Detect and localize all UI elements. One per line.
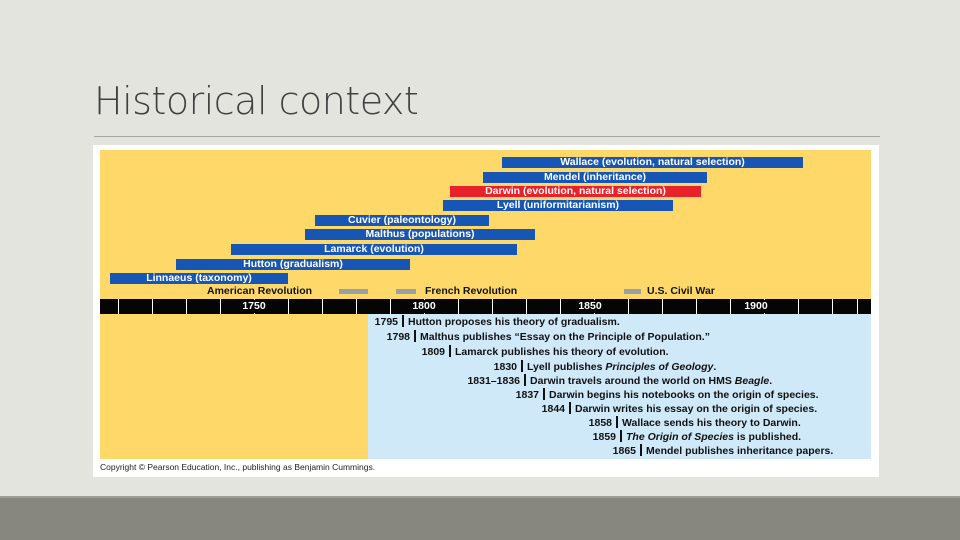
entry-1844: 1844 Darwin writes his essay on the origi… [300,402,817,416]
entry-1837: 1837 Darwin begins his notebooks on the o… [300,388,819,402]
axis-tick [322,299,323,314]
axis-tick [560,299,561,314]
event-mark-french-revolution [396,289,416,294]
entry-year: 1859 [592,431,616,443]
entry-text-post: is published. [733,431,802,443]
copyright-notice: Copyright © Pearson Education, Inc., pub… [100,462,376,472]
axis-tick [390,299,391,314]
entry-year: 1831–1836 [467,375,520,387]
entry-year: 1830 [493,361,517,373]
entry-text: Malthus publishes “Essay on the Principl… [420,331,710,343]
entry-1831-1836: 1831–1836 Darwin travels around the world… [300,374,772,388]
entry-year: 1844 [541,403,565,415]
entry-year: 1795 [374,316,398,328]
axis-tick [186,299,187,314]
axis-tick [857,299,858,314]
slide-title: Historical context [94,79,419,123]
axis-tick [832,299,833,314]
entry-year: 1865 [612,445,636,457]
entry-text-italic: Beagle [734,375,770,387]
bar-cuvier: Cuvier (paleontology) [315,215,489,226]
events-panel [368,314,871,459]
entry-text: Darwin begins his notebooks on the origi… [549,389,819,401]
event-french-revolution: French Revolution [425,285,518,297]
entry-1865: 1865 Mendel publishes inheritance papers. [300,444,833,458]
entry-1859: 1859 The Origin of Species is published. [300,430,801,444]
bar-mendel: Mendel (inheritance) [483,172,707,183]
axis-tick [152,299,153,314]
bar-hutton: Hutton (gradualism) [176,259,410,270]
axis-label-1750: 1750 [238,300,270,313]
entry-text-italic: Principles of Geology [605,361,714,373]
entry-year: 1809 [421,346,445,358]
time-axis: 1750 1800 1850 1900 [100,299,871,314]
event-american-revolution: American Revolution [207,285,313,297]
axis-tick [118,299,119,314]
entry-text: Mendel publishes inheritance papers. [646,445,834,457]
entry-1809: 1809 Lamarck publishes his theory of evol… [300,345,669,359]
axis-tick [798,299,799,314]
entry-year: 1837 [515,389,539,401]
entry-year: 1798 [386,331,410,343]
axis-tick [458,299,459,314]
title-divider [94,136,880,137]
entry-1798: 1798 Malthus publishes “Essay on the Prin… [300,330,710,344]
event-civil-war: U.S. Civil War [647,285,715,297]
entry-year: 1858 [588,417,612,429]
axis-tick [730,299,731,314]
axis-label-1900: 1900 [740,300,772,313]
bar-lamarck: Lamarck (evolution) [231,244,517,255]
entry-text-post: . [769,375,773,387]
footer-band [0,498,960,540]
entry-text-pre: Lyell publishes [527,361,606,373]
entry-1858: 1858 Wallace sends his theory to Darwin. [300,416,801,430]
bar-linnaeus: Linnaeus (taxonomy) [110,273,288,284]
axis-label-1850: 1850 [574,300,606,313]
axis-tick [628,299,629,314]
axis-label-1800: 1800 [408,300,440,313]
axis-tick [696,299,697,314]
axis-tick [492,299,493,314]
entry-text-pre: Darwin travels around the world on HMS [530,375,735,387]
event-mark-american-revolution [339,289,368,294]
entry-text: Hutton proposes his theory of gradualism… [408,316,620,328]
entry-text: Lamarck publishes his theory of evolutio… [455,346,669,358]
entry-text-italic: The Origin of Species [626,431,734,443]
entry-text: Wallace sends his theory to Darwin. [622,417,801,429]
bar-wallace: Wallace (evolution, natural selection) [502,157,803,168]
entry-text: Darwin writes his essay on the origin of… [575,403,818,415]
axis-tick [526,299,527,314]
entry-1795: 1795 Hutton proposes his theory of gradua… [300,315,620,329]
bar-lyell: Lyell (uniformitarianism) [443,200,673,211]
bar-darwin: Darwin (evolution, natural selection) [450,186,701,197]
axis-tick [356,299,357,314]
bar-malthus: Malthus (populations) [305,229,535,240]
entry-1830: 1830 Lyell publishes Principles of Geolog… [300,360,716,374]
entry-text-post: . [713,361,717,373]
axis-tick [662,299,663,314]
axis-tick [220,299,221,314]
axis-tick [288,299,289,314]
event-mark-civil-war [624,289,641,294]
